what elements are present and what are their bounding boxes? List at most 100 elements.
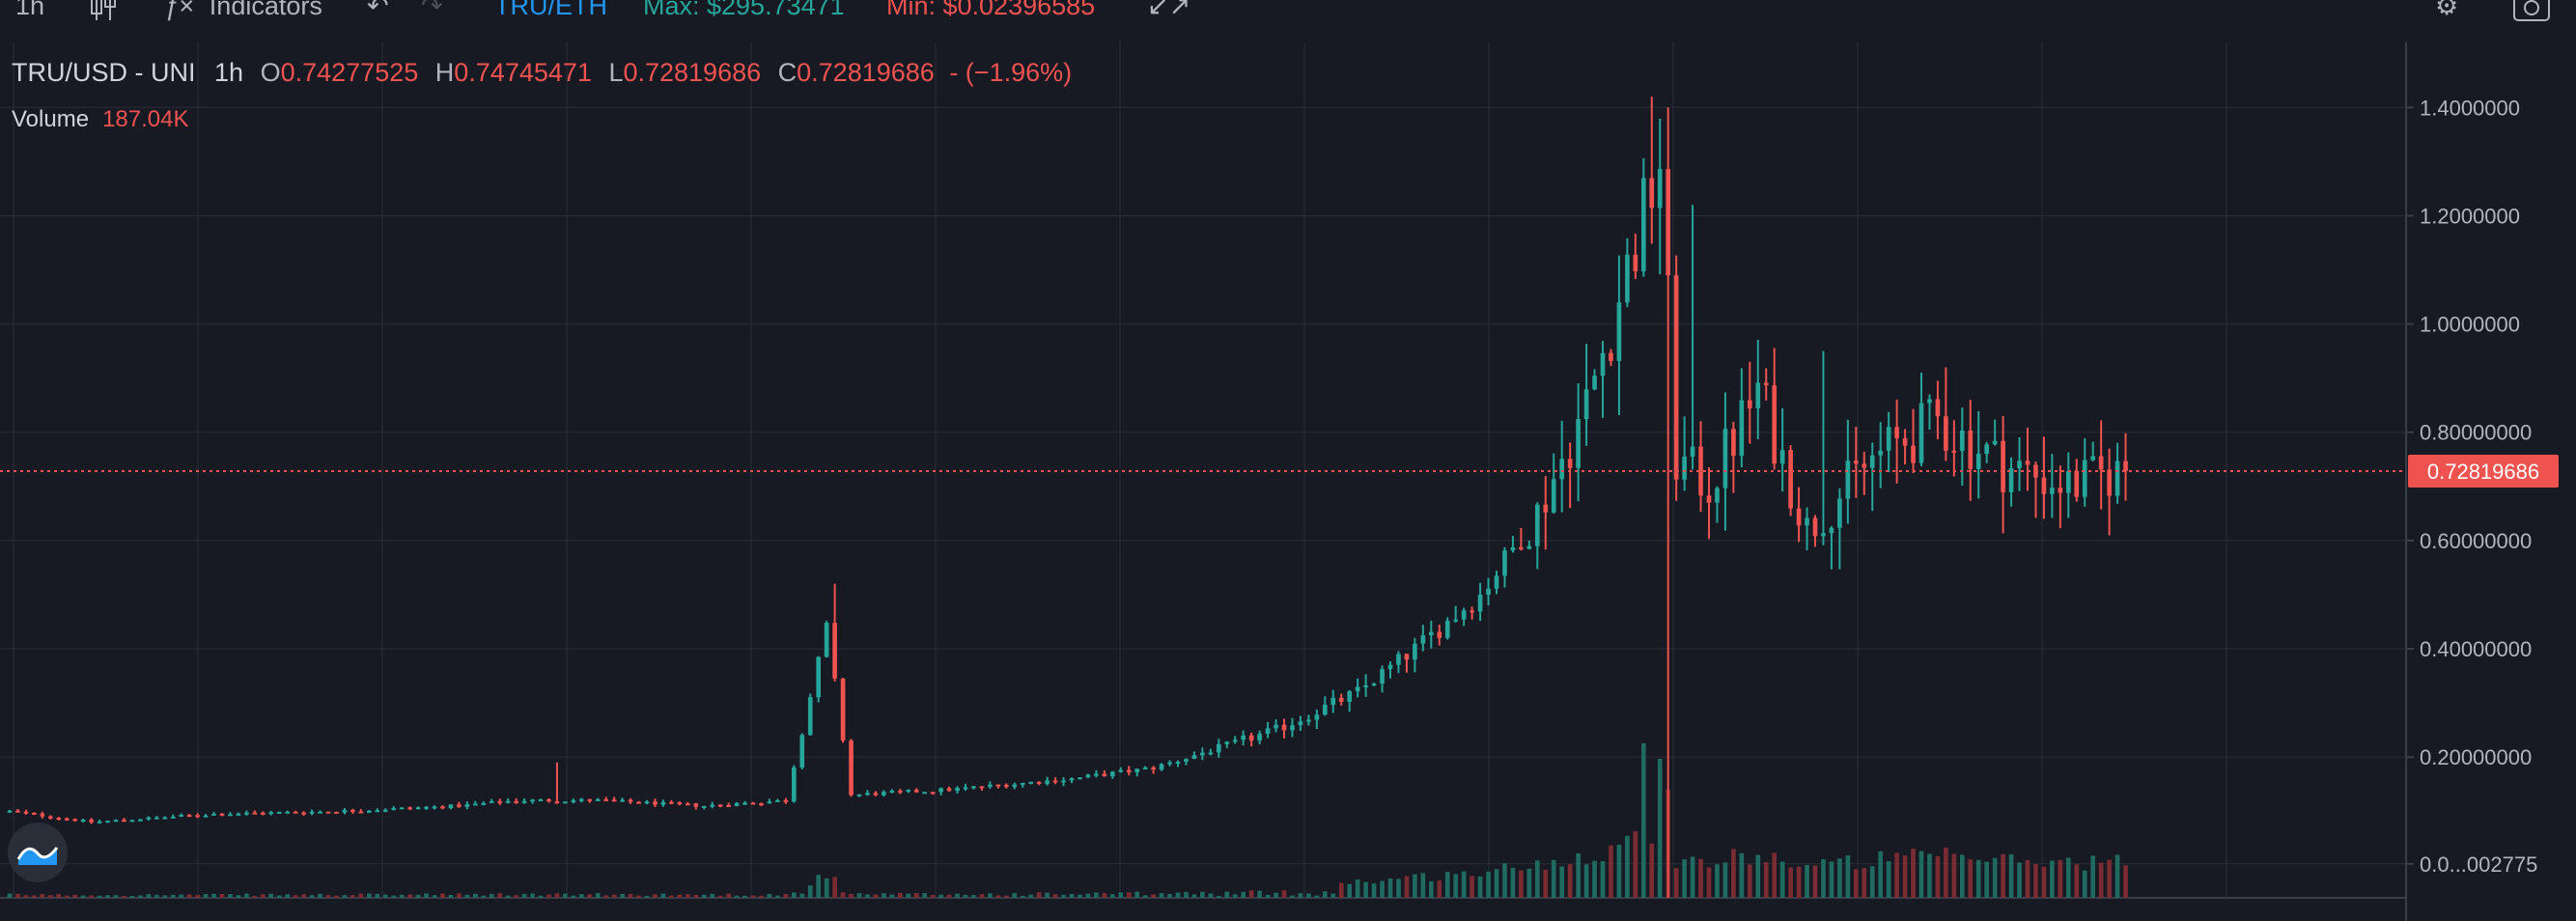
volume-bar bbox=[1274, 892, 1278, 898]
volume-bar bbox=[244, 893, 249, 898]
candle-body bbox=[244, 812, 249, 815]
candle-body bbox=[1592, 376, 1597, 390]
candle-body bbox=[1109, 771, 1115, 777]
candle-body bbox=[432, 806, 437, 809]
volume-bar bbox=[382, 894, 388, 898]
volume-bar bbox=[873, 894, 879, 898]
volume-bar bbox=[47, 895, 53, 898]
candle-body bbox=[701, 805, 707, 808]
volume-bar bbox=[1673, 868, 1679, 898]
candle-body bbox=[1722, 429, 1728, 488]
volume-bar bbox=[481, 895, 487, 898]
volume-bar bbox=[660, 893, 666, 898]
candle-body bbox=[424, 806, 429, 809]
volume-bar bbox=[1012, 893, 1018, 898]
open-value: 0.74277525 bbox=[280, 58, 419, 87]
candle-body bbox=[170, 816, 176, 819]
volume-bar bbox=[1959, 854, 1965, 898]
candle-body bbox=[1862, 463, 1867, 468]
volume-bar bbox=[1159, 893, 1164, 898]
candle-body bbox=[505, 800, 511, 803]
volume-bar bbox=[1290, 895, 1295, 898]
fullscreen-icon[interactable]: ↙↗ bbox=[1147, 0, 1191, 20]
volume-bar bbox=[1886, 861, 1891, 898]
volume-bar bbox=[1322, 891, 1328, 898]
fx-icon: ƒ× bbox=[164, 0, 194, 20]
volume-bar bbox=[946, 894, 952, 898]
candle-body bbox=[138, 819, 143, 822]
volume-bar bbox=[1968, 859, 1974, 898]
interval-button[interactable]: 1h bbox=[15, 0, 45, 20]
volume-bar bbox=[1739, 852, 1745, 898]
candle-body bbox=[211, 813, 216, 816]
volume-bar bbox=[521, 893, 527, 898]
volume-bar bbox=[1731, 849, 1736, 898]
candle-body bbox=[1134, 768, 1140, 773]
volume-bar bbox=[195, 894, 200, 898]
redo-icon[interactable]: ↷ bbox=[421, 0, 443, 20]
current-price-badge-bg bbox=[2408, 455, 2559, 488]
candle-body bbox=[1274, 724, 1278, 729]
candle-body bbox=[1159, 764, 1164, 770]
candle-body bbox=[276, 811, 282, 814]
volume-bar bbox=[865, 894, 870, 898]
candle-body bbox=[1625, 254, 1630, 303]
pair-label[interactable]: TRU/ETH bbox=[494, 0, 607, 20]
candle-body bbox=[971, 786, 976, 789]
volume-bar bbox=[1126, 892, 1132, 898]
candle-body bbox=[856, 794, 862, 796]
candle-body bbox=[1837, 498, 1842, 528]
volume-bar bbox=[1265, 894, 1271, 898]
volume-bar bbox=[1747, 864, 1752, 898]
candle-body bbox=[1510, 546, 1516, 551]
y-tick-label: 1.2000000 bbox=[2420, 204, 2520, 228]
candle-body bbox=[1036, 781, 1042, 784]
tradingview-logo[interactable] bbox=[8, 823, 68, 882]
candle-body bbox=[1078, 777, 1082, 780]
volume-bar bbox=[2098, 862, 2104, 898]
candle-body bbox=[873, 793, 879, 795]
volume-bar bbox=[1109, 894, 1115, 898]
camera-icon[interactable] bbox=[2512, 0, 2551, 25]
high-value: 0.74745471 bbox=[454, 58, 592, 87]
volume-label: Volume bbox=[12, 106, 90, 132]
candle-body bbox=[514, 800, 518, 803]
candle-body bbox=[1347, 691, 1353, 702]
volume-bar bbox=[1078, 894, 1082, 898]
candle-body bbox=[1216, 743, 1221, 753]
candle-body bbox=[1085, 774, 1091, 778]
volume-value: 187.04K bbox=[102, 106, 189, 132]
volume-bar bbox=[2058, 859, 2063, 898]
volume-bar bbox=[1428, 880, 1434, 898]
volume-bar bbox=[1224, 891, 1230, 898]
gear-icon[interactable]: ⚙ bbox=[2435, 0, 2459, 20]
candle-body bbox=[1927, 399, 1932, 404]
volume-bar bbox=[653, 894, 658, 898]
volume-bar bbox=[849, 893, 854, 898]
volume-bar bbox=[1894, 852, 1899, 898]
volume-bar bbox=[1992, 857, 1998, 898]
volume-bar bbox=[162, 895, 168, 898]
volume-bar bbox=[799, 893, 805, 898]
candle-body bbox=[1788, 450, 1793, 509]
candle-body bbox=[64, 818, 70, 821]
volume-bar bbox=[1470, 876, 1474, 898]
candle-body bbox=[988, 784, 993, 788]
volume-bar bbox=[685, 894, 690, 898]
volume-bar bbox=[2025, 859, 2030, 898]
candle-body bbox=[767, 801, 772, 804]
volume-bar bbox=[701, 894, 707, 898]
volume-bar bbox=[105, 895, 110, 898]
volume-bar bbox=[2123, 865, 2128, 898]
candle-type-icon[interactable] bbox=[87, 0, 120, 25]
volume-bar bbox=[1576, 852, 1581, 898]
volume-bar bbox=[1094, 892, 1099, 898]
undo-icon[interactable]: ↶ bbox=[367, 0, 389, 20]
candle-body bbox=[1094, 773, 1099, 776]
volume-bar bbox=[1003, 895, 1009, 898]
volume-bar bbox=[1052, 894, 1058, 898]
volume-bar bbox=[2114, 854, 2120, 898]
volume-bar bbox=[138, 895, 143, 898]
indicators-button[interactable]: ƒ× Indicators bbox=[164, 0, 322, 25]
